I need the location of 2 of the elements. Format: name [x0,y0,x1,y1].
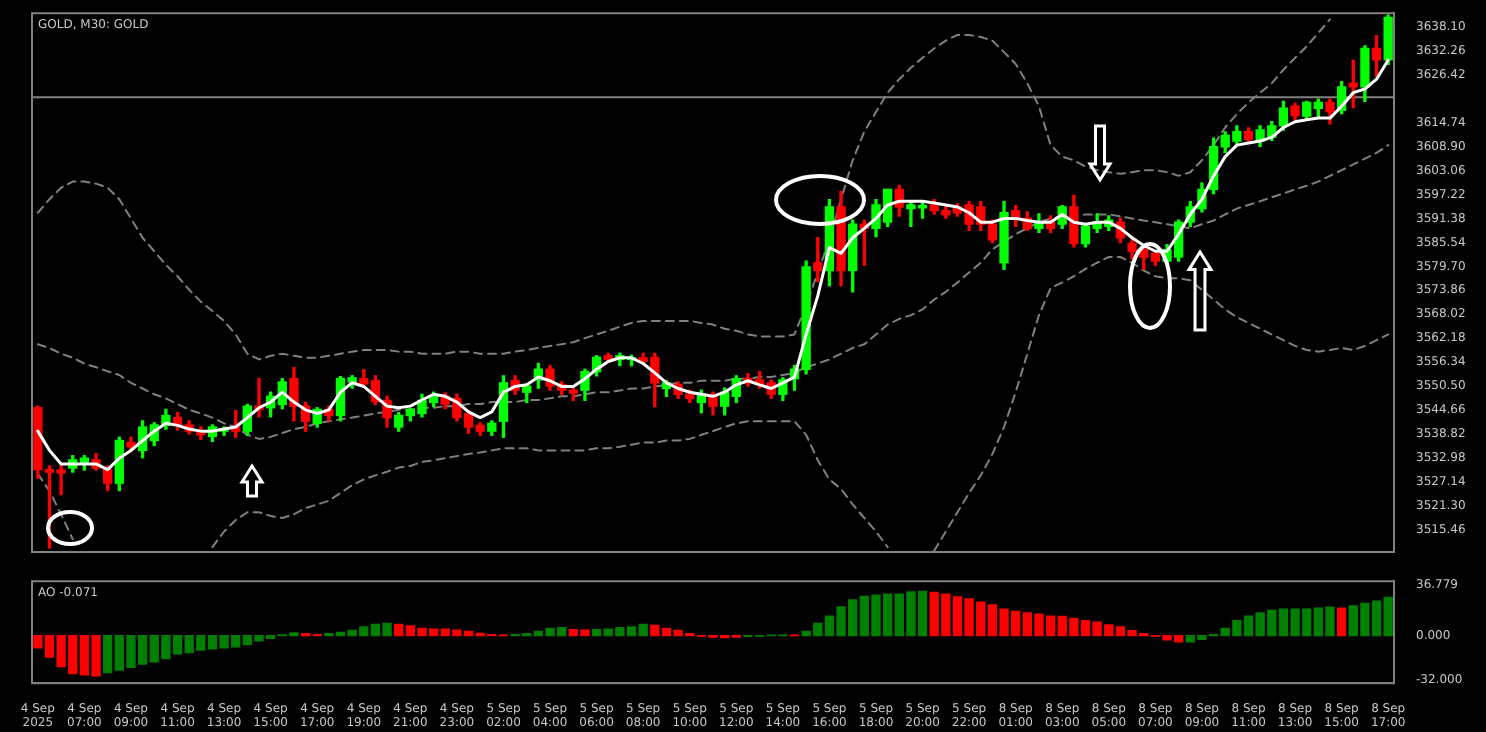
line-series [36,144,1390,440]
bar [1336,607,1347,637]
